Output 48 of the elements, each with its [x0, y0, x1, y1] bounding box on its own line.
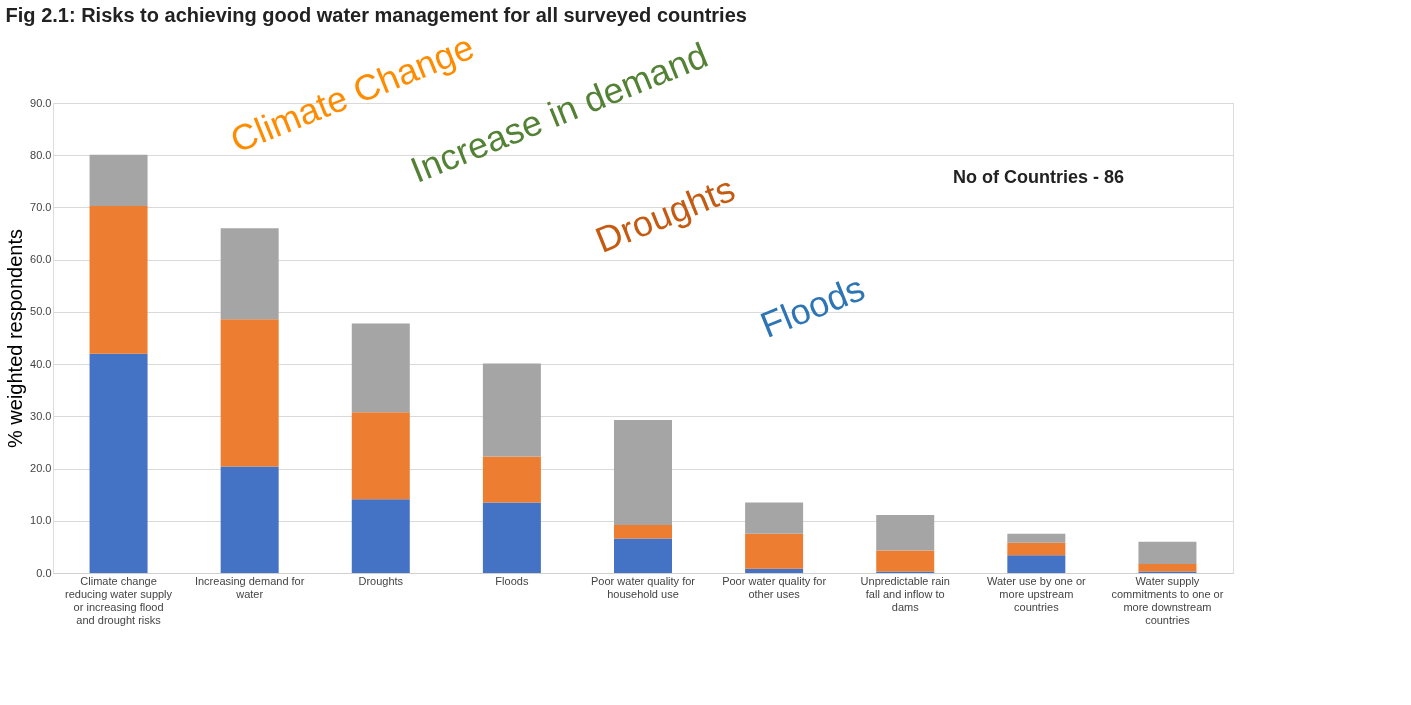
bar — [1007, 555, 1066, 573]
y-tick-label: 60.0 — [30, 253, 52, 266]
y-tick-label: 40.0 — [30, 357, 52, 370]
x-tick-label: Poor water quality for household use — [591, 574, 696, 600]
annotation: No of Countries - 86 — [953, 167, 1125, 187]
bar — [876, 515, 935, 551]
annotation: Floods — [754, 267, 871, 346]
x-tick-label: Poor water quality for other uses — [722, 574, 827, 600]
x-tick-label: Increasing demand for water — [194, 574, 305, 600]
y-tick-label: 70.0 — [30, 200, 52, 213]
bar — [89, 205, 148, 354]
bar — [745, 568, 804, 573]
bar — [745, 502, 804, 534]
bar — [1138, 564, 1197, 572]
y-tick-label: 90.0 — [30, 96, 52, 109]
chart-title: Fig 2.1: Risks to achieving good water management for all surveyed countries — [5, 3, 747, 26]
bar — [482, 363, 541, 457]
bar — [220, 228, 279, 320]
y-tick-label: 20.0 — [30, 462, 52, 475]
bar — [482, 502, 541, 573]
bar — [351, 323, 410, 413]
bar — [89, 154, 148, 206]
bar — [614, 538, 672, 573]
x-tick-label: Water supply commitments to one or more downstream countries — [1111, 574, 1224, 626]
bar — [614, 419, 672, 525]
x-tick-label: Water use by one or more upstream countries — [987, 574, 1086, 613]
bar — [220, 319, 279, 467]
y-tick-label: 0.0 — [36, 566, 52, 579]
x-tick-label: Climate change reducing water supply or increasing flood and drought risks — [65, 574, 173, 626]
y-tick-label: 50.0 — [30, 305, 52, 318]
bar — [876, 550, 935, 572]
y-axis-title: % weighted respondents — [4, 228, 27, 449]
bar — [220, 466, 279, 573]
bar — [482, 456, 541, 503]
bar — [89, 353, 148, 573]
x-tick-label: Droughts — [358, 574, 404, 587]
bar — [1007, 542, 1066, 556]
y-tick-label: 80.0 — [30, 148, 52, 161]
bar — [1007, 533, 1066, 543]
y-tick-label: 30.0 — [30, 409, 52, 422]
bar — [1138, 541, 1197, 565]
y-tick-label: 10.0 — [30, 514, 52, 527]
bar — [351, 499, 410, 573]
x-tick-label: Unpredictable rain fall and inflow to dams — [860, 574, 950, 613]
bar — [745, 533, 804, 569]
bar — [614, 524, 672, 539]
bar — [351, 412, 410, 500]
x-tick-label: Floods — [495, 574, 529, 587]
